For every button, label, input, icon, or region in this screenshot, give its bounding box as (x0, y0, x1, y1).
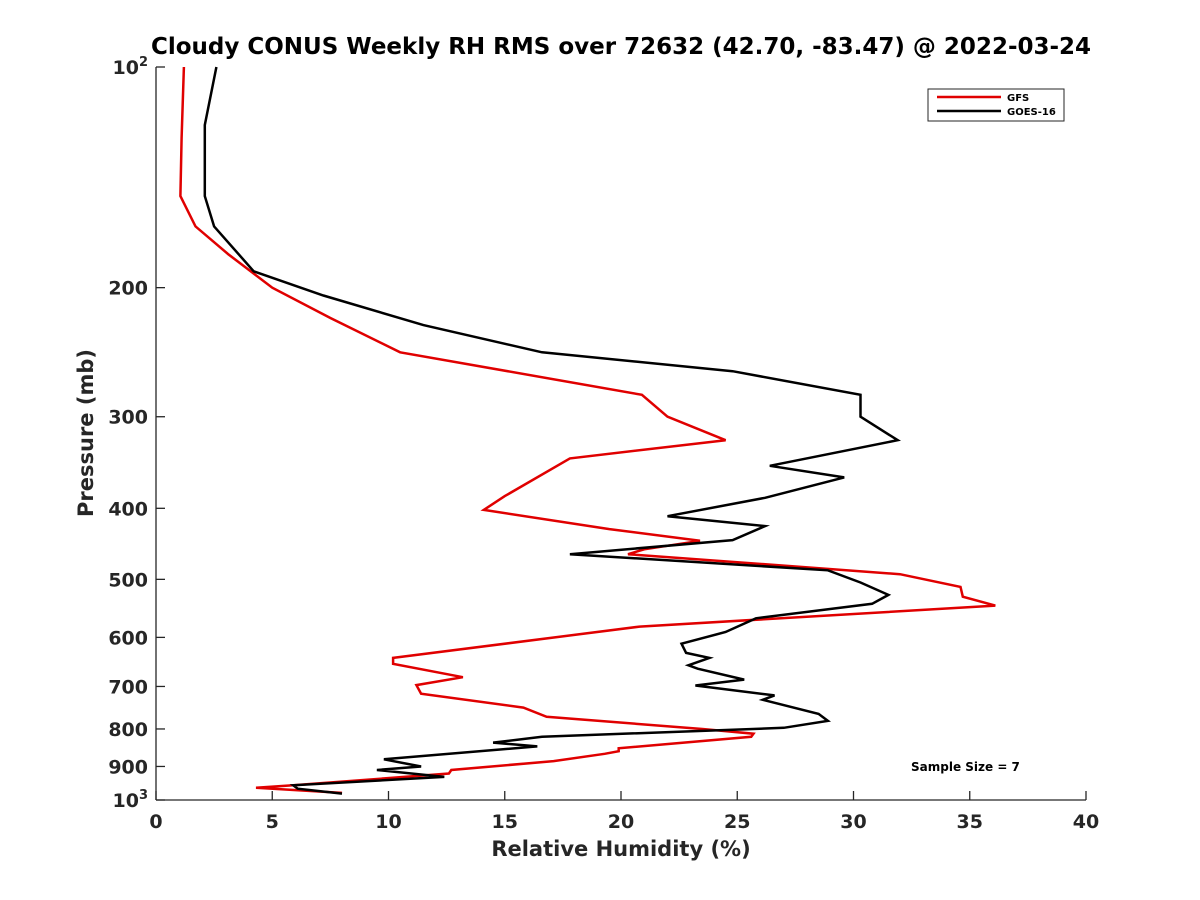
y-tick-label: 700 (108, 676, 148, 698)
legend-label-goes-16: GOES-16 (1007, 107, 1056, 118)
y-tick-label: 800 (108, 719, 148, 741)
chart-title: Cloudy CONUS Weekly RH RMS over 72632 (4… (151, 34, 1091, 60)
x-tick-label: 5 (266, 811, 279, 833)
series-line-gfs (179, 66, 996, 795)
x-tick-label: 35 (957, 811, 983, 833)
y-tick-label: 102 (113, 55, 149, 79)
x-tick-label: 40 (1073, 811, 1099, 833)
y-tick-label: 500 (108, 569, 148, 591)
x-tick-label: 10 (375, 811, 401, 833)
legend-label-gfs: GFS (1007, 93, 1029, 104)
x-tick-label: 20 (608, 811, 634, 833)
x-axis-label: Relative Humidity (%) (491, 837, 750, 861)
x-tick-label: 0 (149, 811, 162, 833)
legend-box (927, 88, 1065, 122)
x-tick-label: 30 (840, 811, 866, 833)
y-tick-label: 400 (108, 498, 148, 520)
series-line-goes-16 (203, 66, 902, 795)
y-tick-label: 600 (108, 627, 148, 649)
x-tick-label: 25 (724, 811, 750, 833)
x-ticks: 0 5 10 15 20 25 30 35 40 (149, 791, 1099, 833)
y-tick-label: 900 (108, 756, 148, 778)
series-layer (179, 66, 996, 795)
legend: GFS GOES-16 (927, 88, 1065, 122)
sample-size-annotation: Sample Size = 7 (911, 760, 1020, 774)
y-tick-label: 200 (108, 278, 148, 300)
y-tick-label: 300 (108, 407, 148, 429)
x-tick-label: 15 (492, 811, 518, 833)
y-axis-label: Pressure (mb) (74, 349, 98, 517)
